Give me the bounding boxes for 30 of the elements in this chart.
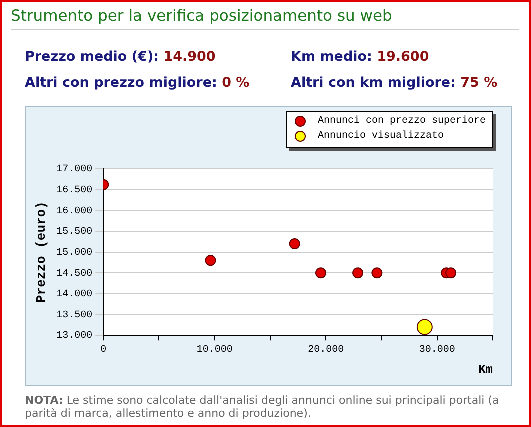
point — [416, 319, 433, 336]
text: NOTA: Le stime sono calcolate dall'analisi degli annunci online sui principali portali (a parità di marca, allestimento e anno di produzione). — [25, 394, 500, 420]
point — [205, 255, 216, 266]
x-tick-label: 0 — [100, 345, 107, 356]
text: Altri con km migliore: 75 % — [291, 75, 498, 91]
y-axis-title: Prezzo (euro) — [34, 202, 50, 304]
point — [316, 268, 326, 279]
y-tick-label: 13.000 — [56, 331, 93, 342]
y-tick-label: 15.000 — [56, 248, 93, 259]
y-tick-label: 13.500 — [56, 310, 93, 322]
x-axis-title: Km — [478, 362, 493, 377]
x-tick-label: 30.000 — [419, 345, 456, 356]
point — [289, 238, 300, 250]
legend-label: Annuncio visualizzato — [318, 131, 444, 142]
x-tick-label: 20.000 — [308, 345, 344, 356]
y-tick-label: 16.500 — [56, 185, 93, 196]
text: 10.000 — [196, 345, 233, 356]
legend-label: Annunci con prezzo superiore — [318, 116, 486, 127]
text: Km medio: 19.600 — [291, 49, 430, 65]
y-tick-label: 17.000 — [56, 164, 93, 176]
text: Prezzo medio (€): 14.900 — [25, 49, 216, 65]
y-tick-label: 14.500 — [56, 268, 93, 280]
y-tick-label: 16.000 — [56, 206, 93, 218]
point — [372, 268, 383, 279]
text: Altri con prezzo migliore: 0 % — [25, 75, 250, 91]
chart-title: Strumento per la verifica posizionamento su web — [11, 7, 392, 25]
y-tick-label: 15.500 — [56, 227, 93, 238]
y-tick-label: 14.000 — [56, 290, 93, 301]
point — [446, 268, 457, 279]
point — [352, 268, 364, 279]
